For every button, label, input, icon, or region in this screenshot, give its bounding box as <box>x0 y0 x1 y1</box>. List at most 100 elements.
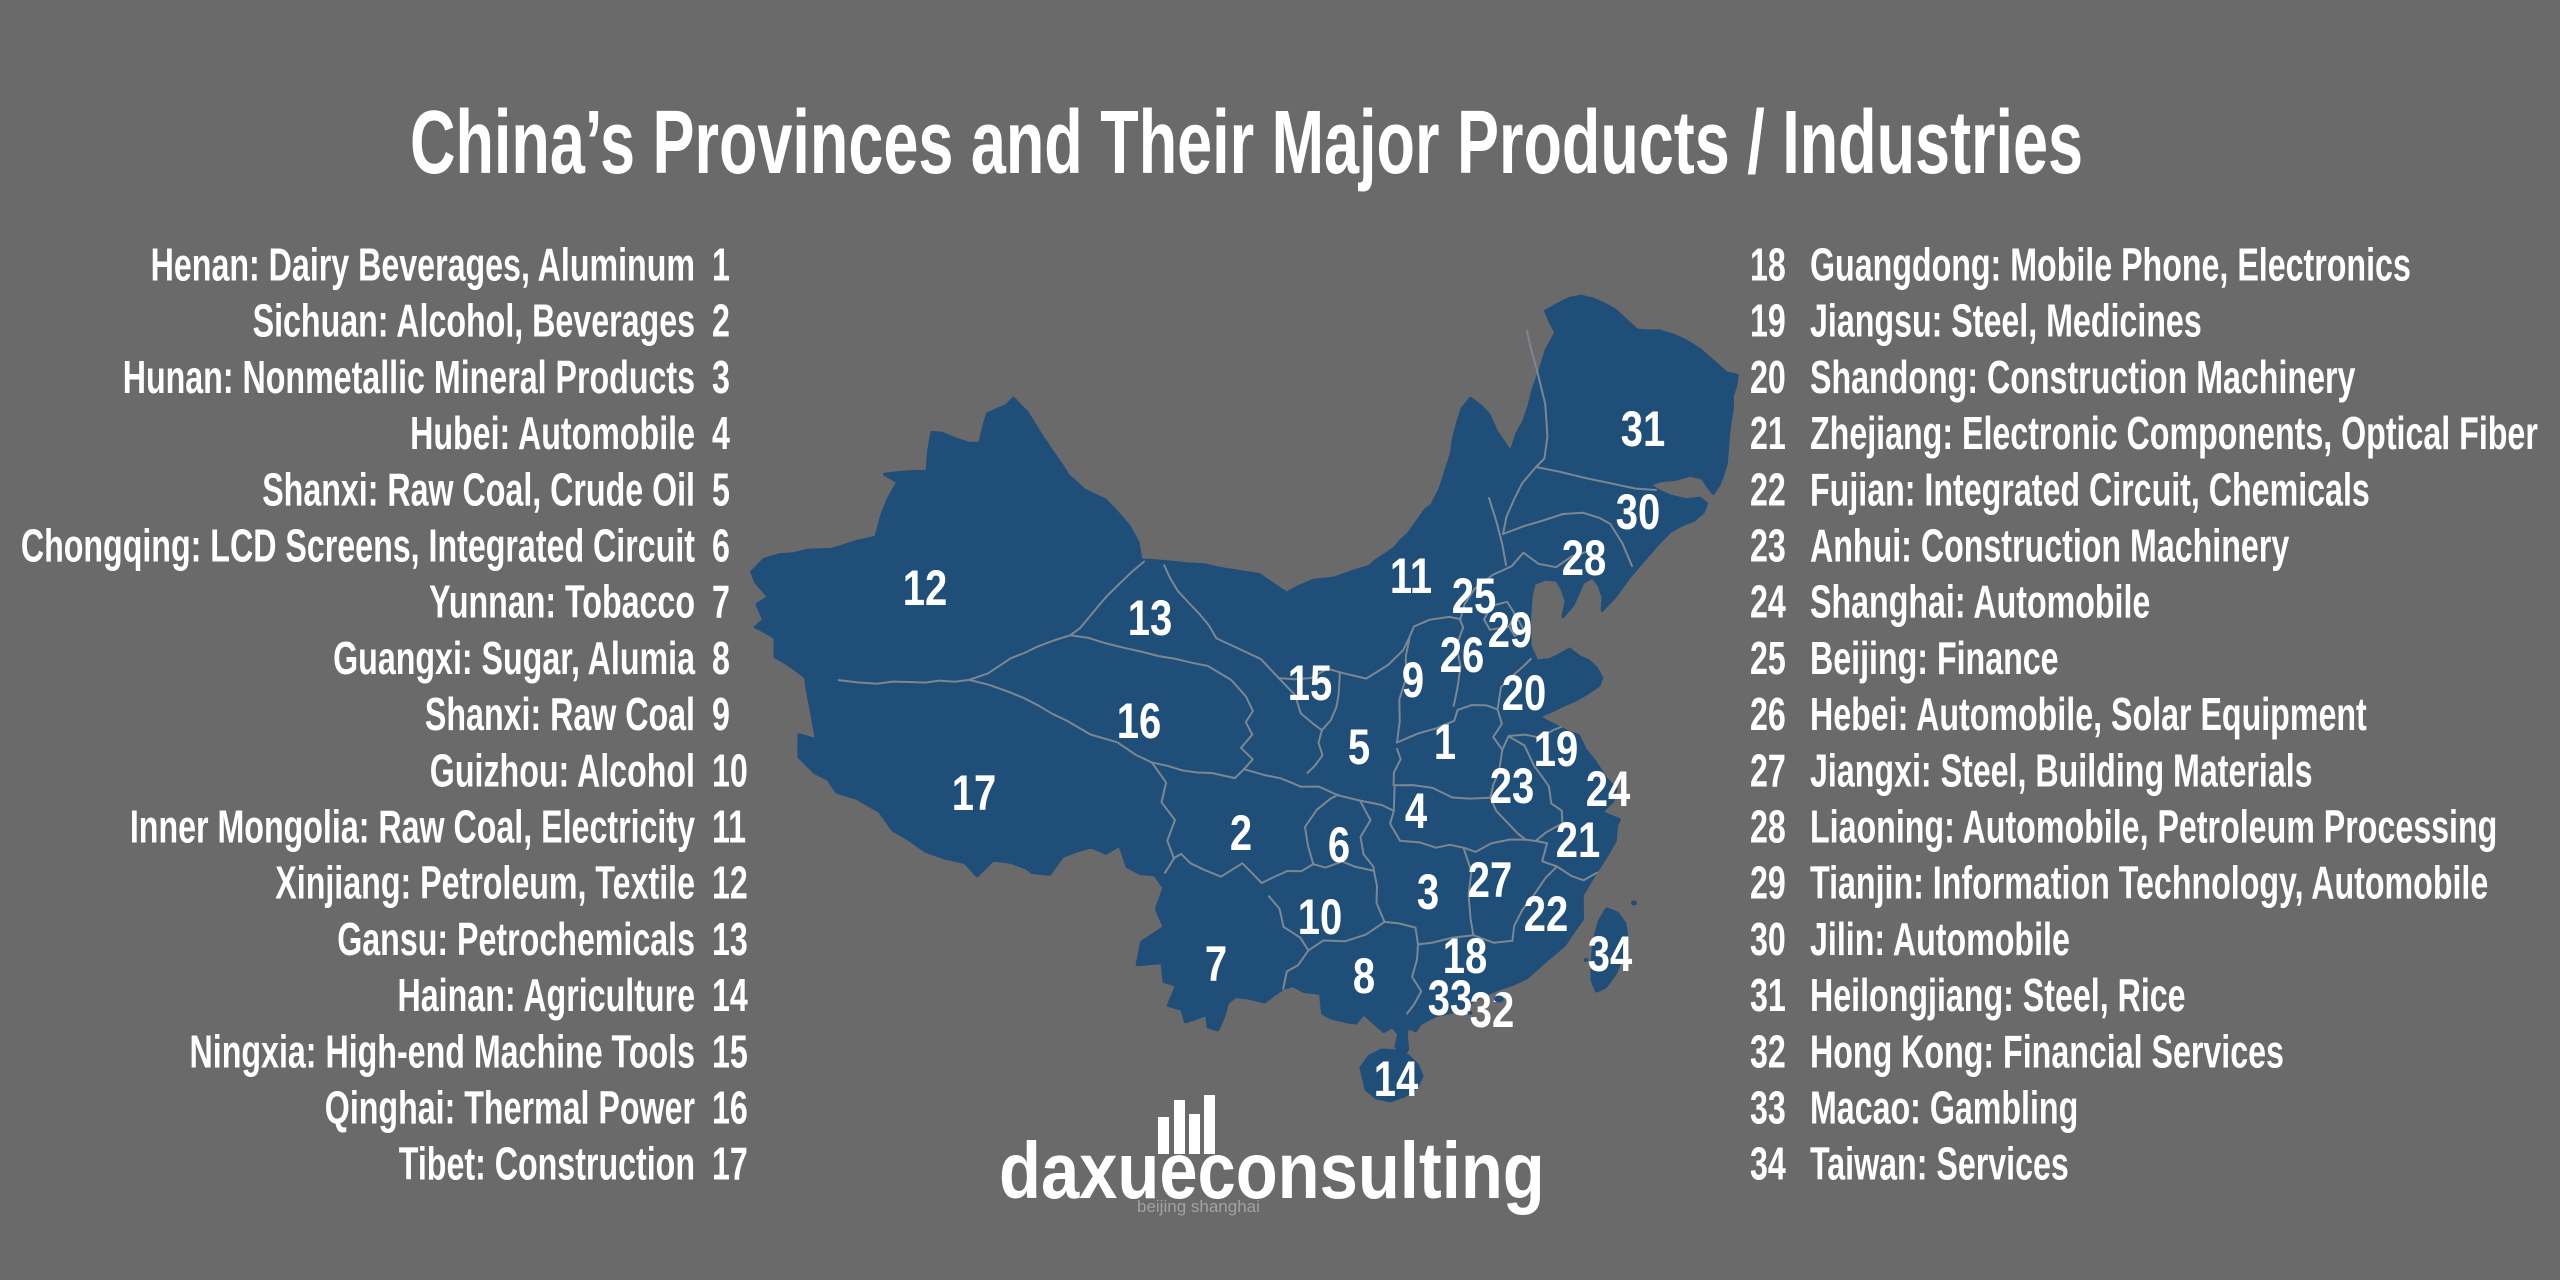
svg-text:beijing shanghai: beijing shanghai <box>1137 1197 1260 1216</box>
svg-text:14: 14 <box>712 971 748 1022</box>
svg-text:Jiangxi: Steel, Building Mater: Jiangxi: Steel, Building Materials <box>1810 746 2313 797</box>
svg-text:23: 23 <box>1490 758 1534 814</box>
svg-text:3: 3 <box>1417 864 1439 920</box>
svg-text:29: 29 <box>1750 858 1786 909</box>
svg-text:22: 22 <box>1524 886 1568 942</box>
svg-text:31: 31 <box>1750 971 1786 1022</box>
svg-text:Zhejiang: Electronic Component: Zhejiang: Electronic Components, Optical… <box>1810 409 2538 460</box>
svg-text:31: 31 <box>1621 401 1665 457</box>
svg-text:Henan: Dairy Beverages, Alumin: Henan: Dairy Beverages, Aluminum <box>151 240 695 291</box>
svg-text:21: 21 <box>1750 409 1786 460</box>
svg-text:Sichuan: Alcohol, Beverages: Sichuan: Alcohol, Beverages <box>253 296 695 347</box>
svg-text:21: 21 <box>1556 812 1600 868</box>
svg-text:28: 28 <box>1562 530 1606 586</box>
svg-text:2: 2 <box>712 296 730 347</box>
svg-text:2: 2 <box>1230 805 1252 861</box>
svg-text:10: 10 <box>1298 889 1342 945</box>
svg-text:32: 32 <box>1750 1027 1786 1078</box>
svg-text:8: 8 <box>1353 948 1375 1004</box>
svg-text:33: 33 <box>1428 970 1472 1026</box>
svg-text:20: 20 <box>1750 352 1786 403</box>
svg-text:33: 33 <box>1750 1083 1786 1134</box>
svg-text:11: 11 <box>1390 548 1432 604</box>
svg-text:19: 19 <box>1534 721 1578 777</box>
svg-text:Shanxi: Raw Coal, Crude Oil: Shanxi: Raw Coal, Crude Oil <box>262 465 695 516</box>
svg-text:13: 13 <box>712 914 748 965</box>
svg-text:Heilongjiang: Steel, Rice: Heilongjiang: Steel, Rice <box>1810 971 2186 1022</box>
svg-text:Inner Mongolia: Raw Coal, Elec: Inner Mongolia: Raw Coal, Electricity <box>130 802 695 853</box>
svg-text:1: 1 <box>1434 714 1456 770</box>
svg-text:Shanxi: Raw Coal: Shanxi: Raw Coal <box>425 690 695 741</box>
svg-text:28: 28 <box>1750 802 1786 853</box>
svg-text:32: 32 <box>1470 982 1514 1038</box>
svg-text:Liaoning: Automobile, Petroleu: Liaoning: Automobile, Petroleum Processi… <box>1810 802 2497 853</box>
svg-text:Gansu: Petrochemicals: Gansu: Petrochemicals <box>337 914 695 965</box>
svg-text:Ningxia: High-end Machine Tool: Ningxia: High-end Machine Tools <box>190 1027 695 1078</box>
svg-text:Tibet: Construction: Tibet: Construction <box>399 1139 695 1190</box>
svg-text:13: 13 <box>1128 590 1172 646</box>
svg-text:1: 1 <box>712 240 730 291</box>
svg-text:14: 14 <box>1374 1051 1418 1107</box>
svg-text:27: 27 <box>1468 852 1512 908</box>
svg-text:9: 9 <box>1402 652 1424 708</box>
svg-text:12: 12 <box>903 560 947 616</box>
svg-text:7: 7 <box>1205 936 1227 992</box>
svg-text:9: 9 <box>712 690 730 741</box>
svg-text:6: 6 <box>712 521 730 572</box>
svg-text:Xinjiang: Petroleum, Textile: Xinjiang: Petroleum, Textile <box>275 858 695 909</box>
svg-text:18: 18 <box>1750 240 1786 291</box>
svg-text:29: 29 <box>1488 602 1532 658</box>
svg-text:Yunnan: Tobacco: Yunnan: Tobacco <box>429 577 695 628</box>
svg-text:6: 6 <box>1328 817 1350 873</box>
svg-text:24: 24 <box>1750 577 1786 628</box>
svg-text:Beijing: Finance: Beijing: Finance <box>1810 633 2059 684</box>
svg-text:8: 8 <box>712 633 730 684</box>
svg-text:Guangdong: Mobile Phone, Elect: Guangdong: Mobile Phone, Electronics <box>1810 240 2411 291</box>
svg-text:15: 15 <box>1288 655 1332 711</box>
svg-text:Qinghai: Thermal Power: Qinghai: Thermal Power <box>325 1083 695 1134</box>
svg-text:16: 16 <box>1117 693 1161 749</box>
svg-text:Hunan: Nonmetallic Mineral Pro: Hunan: Nonmetallic Mineral Products <box>123 352 695 403</box>
svg-text:16: 16 <box>712 1083 748 1134</box>
svg-text:5: 5 <box>712 465 730 516</box>
svg-text:25: 25 <box>1750 633 1786 684</box>
svg-text:26: 26 <box>1750 690 1786 741</box>
svg-text:7: 7 <box>712 577 730 628</box>
svg-text:Tianjin: Information Technolog: Tianjin: Information Technology, Automob… <box>1810 858 2488 909</box>
svg-text:12: 12 <box>712 858 748 909</box>
svg-text:20: 20 <box>1502 665 1546 721</box>
svg-text:34: 34 <box>1588 926 1632 982</box>
svg-text:Shandong: Construction Machine: Shandong: Construction Machinery <box>1810 352 2355 403</box>
svg-text:Guizhou: Alcohol: Guizhou: Alcohol <box>430 746 695 797</box>
svg-text:19: 19 <box>1750 296 1786 347</box>
svg-text:23: 23 <box>1750 521 1786 572</box>
svg-text:Taiwan: Services: Taiwan: Services <box>1810 1139 2069 1190</box>
svg-text:30: 30 <box>1750 914 1786 965</box>
svg-text:Jiangsu: Steel, Medicines: Jiangsu: Steel, Medicines <box>1810 296 2202 347</box>
svg-text:Shanghai: Automobile: Shanghai: Automobile <box>1810 577 2150 628</box>
svg-text:25: 25 <box>1452 568 1496 624</box>
svg-text:15: 15 <box>712 1027 748 1078</box>
svg-text:26: 26 <box>1440 627 1484 683</box>
svg-text:10: 10 <box>712 746 748 797</box>
svg-text:4: 4 <box>712 409 730 460</box>
svg-text:Hebei: Automobile, Solar Equip: Hebei: Automobile, Solar Equipment <box>1810 690 2367 741</box>
svg-text:30: 30 <box>1616 484 1660 540</box>
svg-text:22: 22 <box>1750 465 1786 516</box>
svg-text:Hubei: Automobile: Hubei: Automobile <box>410 409 695 460</box>
svg-text:Anhui: Construction Machinery: Anhui: Construction Machinery <box>1810 521 2289 572</box>
svg-text:24: 24 <box>1586 761 1630 817</box>
svg-text:Guangxi: Sugar, Alumia: Guangxi: Sugar, Alumia <box>333 633 696 684</box>
svg-text:18: 18 <box>1443 928 1487 984</box>
svg-text:Hong Kong: Financial Services: Hong Kong: Financial Services <box>1810 1027 2284 1078</box>
svg-text:17: 17 <box>712 1139 748 1190</box>
svg-text:Chongqing: LCD Screens, Integr: Chongqing: LCD Screens, Integrated Circu… <box>21 521 695 572</box>
svg-text:Fujian: Integrated Circuit, Ch: Fujian: Integrated Circuit, Chemicals <box>1810 465 2370 516</box>
svg-text:daxueconsulting: daxueconsulting <box>999 1126 1545 1215</box>
svg-text:Hainan: Agriculture: Hainan: Agriculture <box>398 971 695 1022</box>
svg-text:4: 4 <box>1405 783 1427 839</box>
svg-text:Jilin: Automobile: Jilin: Automobile <box>1810 914 2070 965</box>
svg-text:27: 27 <box>1750 746 1786 797</box>
svg-text:34: 34 <box>1750 1139 1786 1190</box>
svg-text:17: 17 <box>952 765 996 821</box>
